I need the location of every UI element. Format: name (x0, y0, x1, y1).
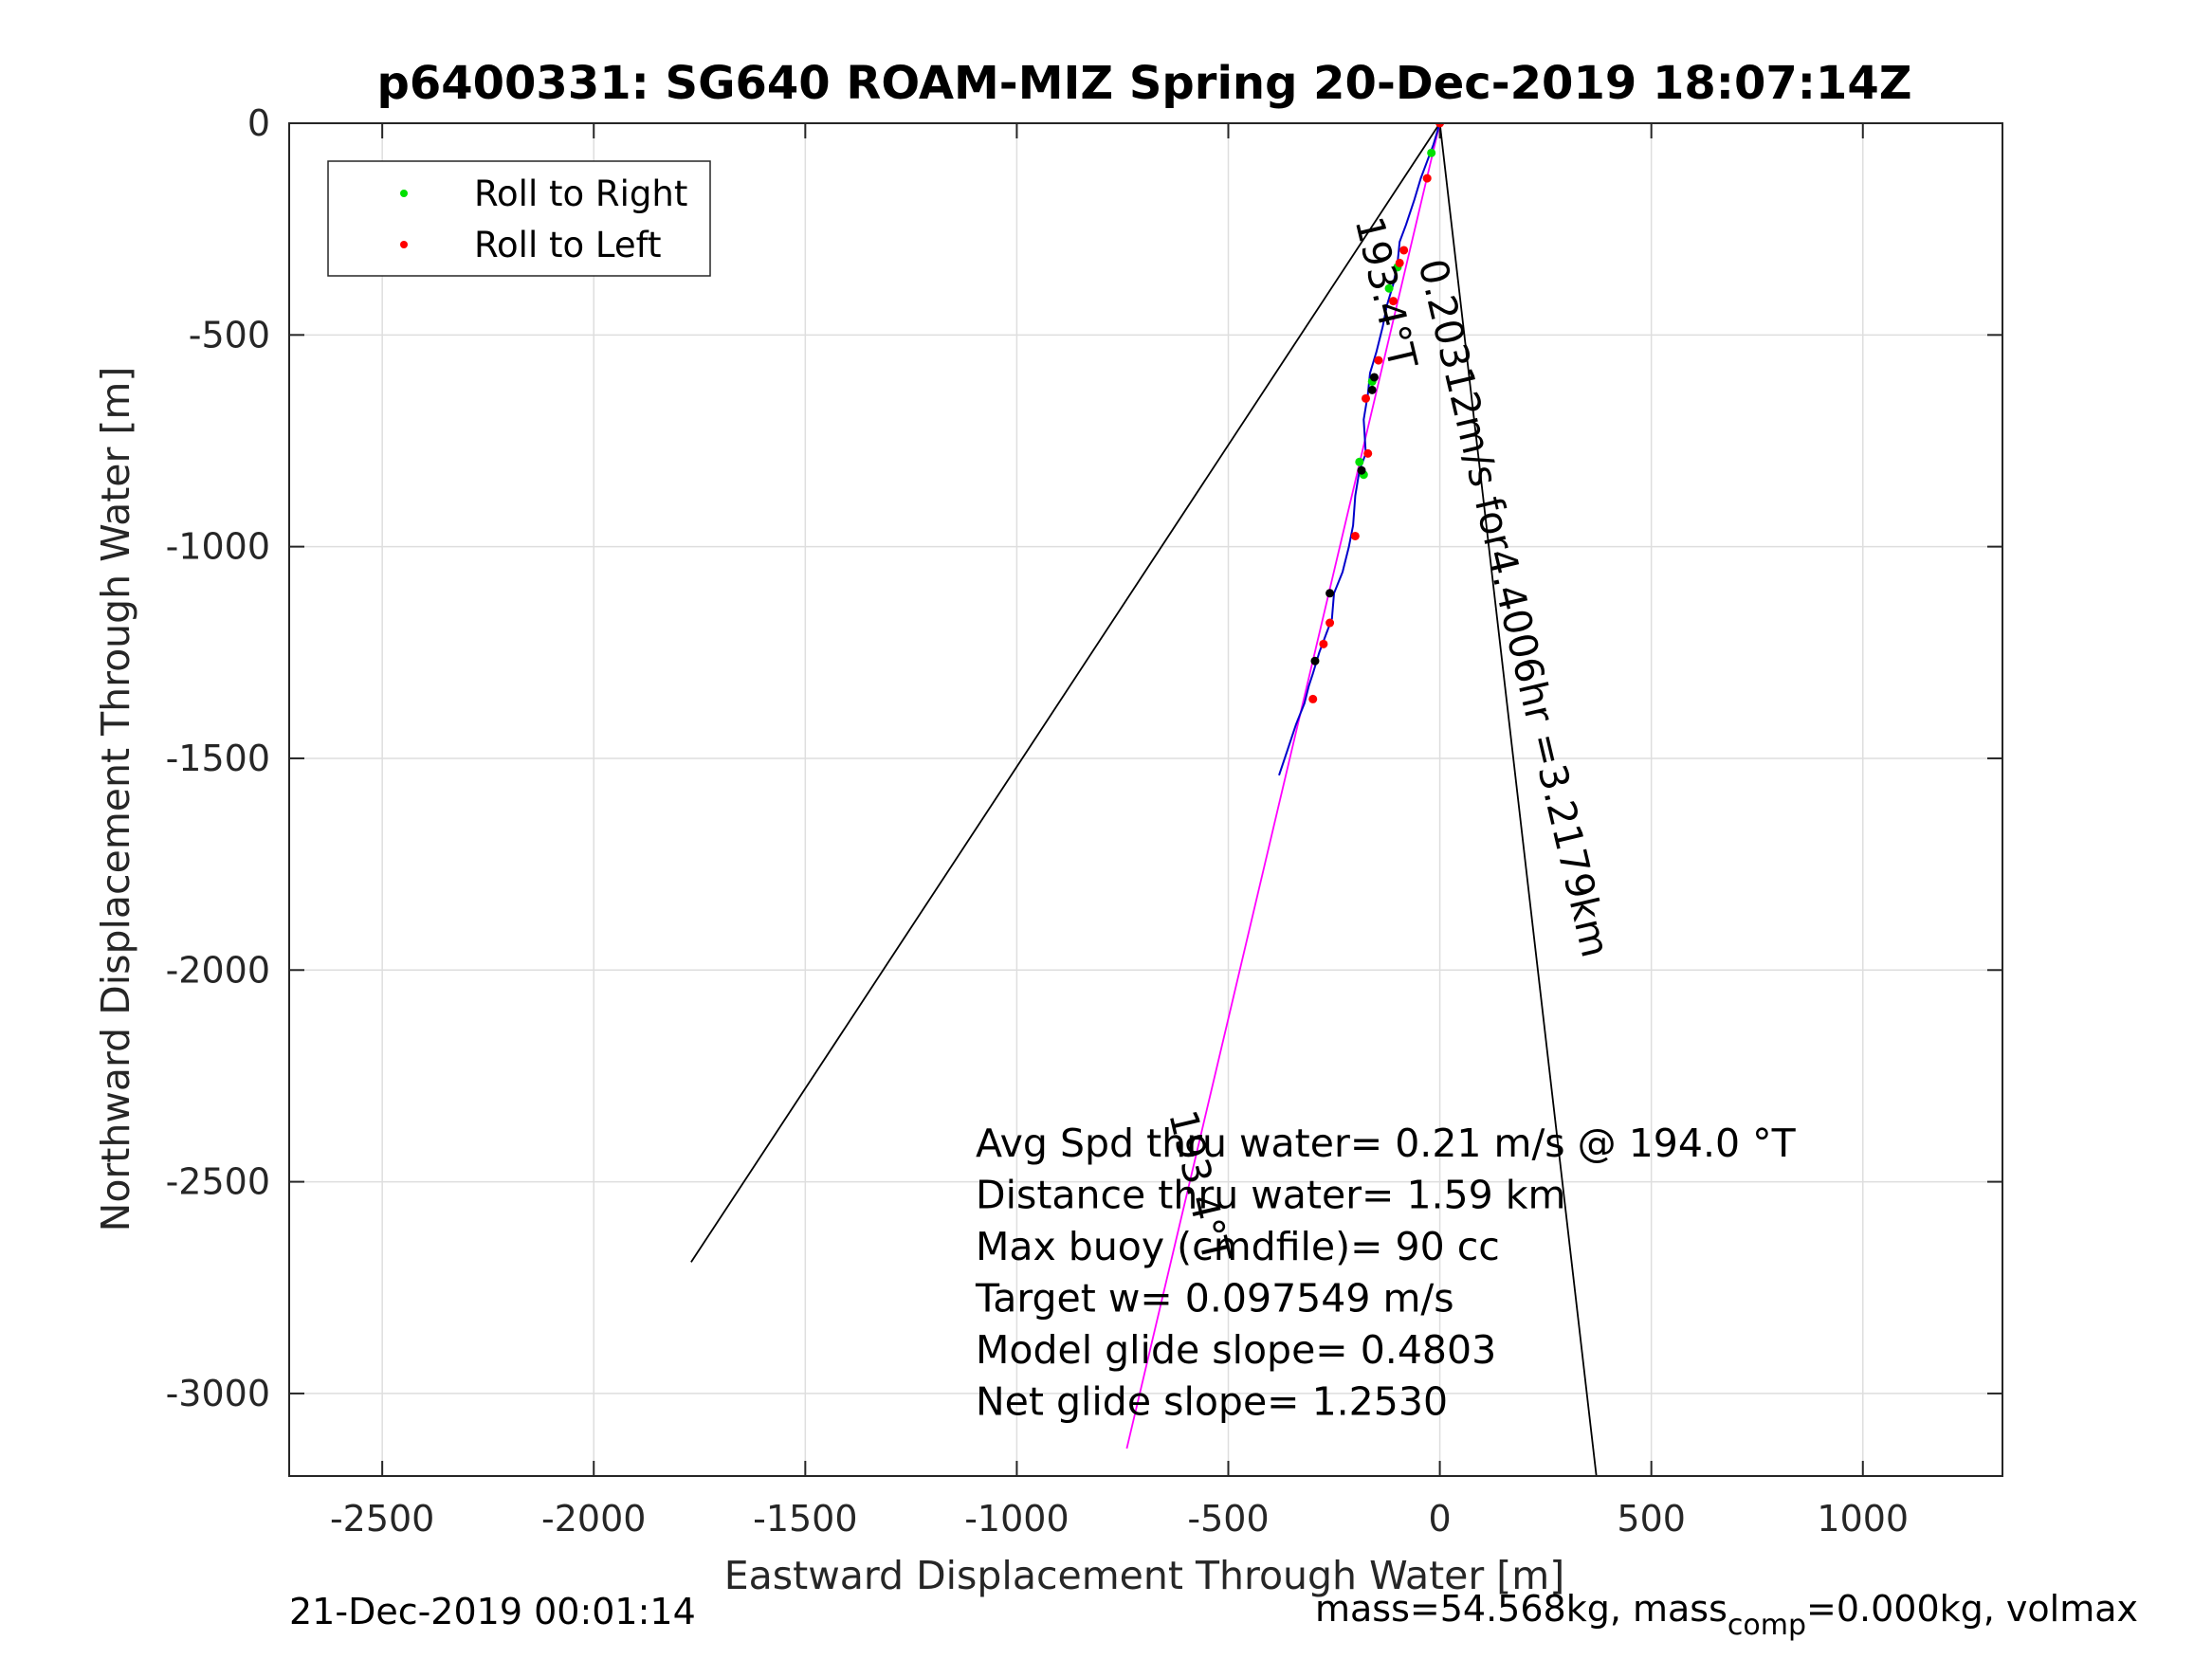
roll-left-points-marker (1395, 258, 1404, 267)
y-tick-label: -3000 (166, 1373, 270, 1414)
footer-mass-prefix: mass=54.568kg, mass (1315, 1588, 1728, 1630)
heading-line-line (1125, 123, 1441, 1449)
legend-roll-left-label: Roll to Left (474, 225, 662, 265)
legend-box (327, 160, 711, 277)
grid (289, 122, 2002, 1476)
x-axis-label: Eastward Displacement Through Water [m] (724, 1553, 1564, 1598)
roll-left-points-marker (1435, 123, 1445, 128)
dark-points-marker (1367, 385, 1377, 394)
roll-right-points-marker (1384, 283, 1394, 293)
cone-left-line (690, 123, 1441, 1263)
roll-left-points-marker (1389, 297, 1398, 306)
x-tick-label: 1000 (1817, 1498, 1909, 1540)
legend: Roll to Right Roll to Left (327, 160, 711, 277)
x-ticks: -2500 -2000 -1500 -1000 -500 0 500 1000 (330, 123, 1909, 1540)
legend-roll-right-marker (400, 190, 408, 197)
roll-left-points-marker (1362, 393, 1371, 403)
x-tick-label: 500 (1617, 1498, 1686, 1540)
x-tick-label: -500 (1187, 1498, 1269, 1540)
roll-right-points-marker (1355, 457, 1364, 466)
legend-roll-left-marker (400, 241, 408, 248)
footer-mass-suffix: =0.000kg, volmax (1806, 1588, 2138, 1630)
x-tick-label: -1500 (753, 1498, 857, 1540)
stats-line: Distance thru water= 1.59 km (976, 1173, 1565, 1218)
stats-line: Net glide slope= 1.2530 (976, 1379, 1448, 1425)
y-tick-label: 0 (247, 102, 270, 144)
roll-left-points-marker (1422, 173, 1432, 183)
roll-left-points-marker (1325, 618, 1335, 628)
y-axis-label: Northward Displacement Through Water [m] (93, 367, 138, 1232)
x-tick-label: -2500 (330, 1498, 434, 1540)
roll-left-points-marker (1363, 448, 1373, 458)
y-tick-label: -2000 (166, 949, 270, 991)
x-tick-label: -2000 (541, 1498, 646, 1540)
chart-title: p6400331: SG640 ROAM-MIZ Spring 20-Dec-2… (376, 57, 1911, 110)
dark-points-marker (1369, 373, 1379, 382)
y-tick-label: -500 (189, 314, 270, 356)
dark-points-marker (1357, 465, 1366, 475)
footer-timestamp: 21-Dec-2019 00:01:14 (289, 1591, 696, 1632)
plot-area (289, 123, 2002, 1476)
roll-left-points-marker (1350, 531, 1360, 540)
y-ticks: 0 -500 -1000 -1500 -2000 -2500 -3000 (166, 102, 2002, 1414)
roll-left-points-marker (1308, 694, 1318, 703)
stats-line: Model glide slope= 0.4803 (976, 1327, 1496, 1373)
y-tick-label: -1000 (166, 526, 270, 568)
dark-points-marker (1310, 656, 1320, 665)
x-tick-label: 0 (1428, 1498, 1451, 1540)
stats-line: Target w= 0.097549 m/s (975, 1276, 1454, 1322)
cone-right-line (1438, 123, 1598, 1476)
y-tick-label: -2500 (166, 1161, 270, 1203)
x-tick-label: -1000 (964, 1498, 1069, 1540)
stats-line: Avg Spd thru water= 0.21 m/s @ 194.0 °T (976, 1121, 1797, 1166)
roll-left-points-marker (1399, 246, 1409, 255)
footer-mass-subscript: comp (1728, 1609, 1806, 1642)
footer-mass-info: mass=54.568kg, masscomp=0.000kg, volmax (1315, 1588, 2138, 1642)
y-tick-label: -1500 (166, 738, 270, 779)
legend-roll-right-label: Roll to Right (474, 173, 687, 214)
dark-points-marker (1325, 589, 1335, 598)
stats-line: Max buoy (cmdfile)= 90 cc (976, 1224, 1500, 1269)
series-layer (690, 123, 1598, 1476)
plot-frame (288, 122, 2003, 1477)
roll-right-points-marker (1427, 148, 1436, 157)
roll-left-points-marker (1374, 356, 1383, 365)
roll-left-points-marker (1319, 639, 1328, 648)
